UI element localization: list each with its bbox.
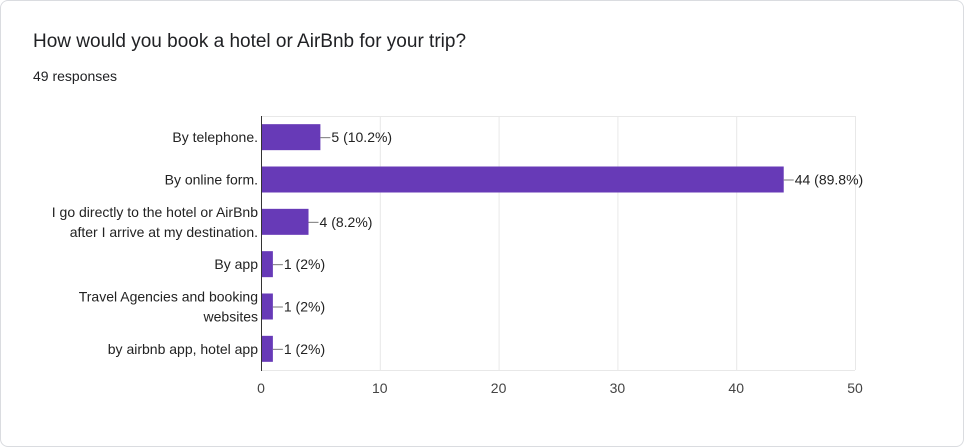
x-tick-label-0: 0	[257, 380, 265, 396]
bar-0	[261, 124, 321, 151]
data-label-4: 1 (2%)	[284, 299, 325, 315]
bar-4	[261, 293, 273, 320]
data-label-3: 1 (2%)	[284, 256, 325, 272]
bar-3	[261, 251, 273, 278]
x-tick-label-2: 20	[491, 380, 507, 396]
bar-2	[261, 208, 309, 235]
category-label-2-line-0: I go directly to the hotel or AirBnb	[52, 204, 258, 220]
bar-5	[261, 335, 273, 362]
bar-1	[261, 166, 784, 193]
response-count: 49 responses	[33, 68, 118, 84]
data-label-0: 5 (10.2%)	[331, 129, 392, 145]
category-label-1: By online form.	[165, 172, 258, 188]
category-label-4-line-0: Travel Agencies and booking	[79, 289, 258, 305]
data-label-1: 44 (89.8%)	[795, 172, 863, 188]
category-label-0: By telephone.	[172, 129, 258, 145]
category-label-3: By app	[214, 256, 258, 272]
category-label-5: by airbnb app, hotel app	[108, 341, 258, 357]
question-title: How would you book a hotel or AirBnb for…	[33, 31, 467, 52]
category-label-2-line-1: after I arrive at my destination.	[70, 224, 258, 240]
data-label-2: 4 (8.2%)	[320, 214, 373, 230]
x-tick-label-4: 40	[728, 380, 744, 396]
category-label-4-line-1: websites	[203, 309, 258, 325]
x-tick-label-5: 50	[847, 380, 863, 396]
data-label-5: 1 (2%)	[284, 341, 325, 357]
x-tick-label-3: 30	[610, 380, 626, 396]
x-tick-label-1: 10	[372, 380, 388, 396]
